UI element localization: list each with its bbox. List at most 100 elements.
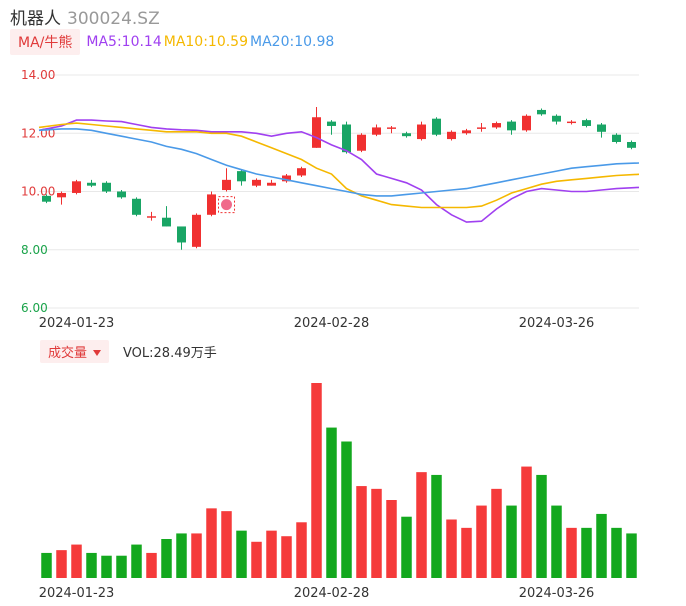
candle bbox=[222, 168, 231, 192]
candle bbox=[282, 174, 291, 183]
candle bbox=[492, 121, 501, 129]
volume-bar bbox=[281, 536, 292, 578]
volume-bar bbox=[191, 533, 202, 578]
volume-bars bbox=[41, 383, 637, 578]
candle bbox=[417, 121, 426, 141]
date-tick-label: 2024-01-23 bbox=[39, 586, 115, 601]
price-date-axis: 2024-01-23 2024-02-28 2024-03-26 bbox=[39, 316, 595, 331]
volume-legend: 成交量 VOL:28.49万手 bbox=[40, 339, 217, 363]
volume-bar bbox=[116, 555, 127, 578]
candle bbox=[297, 166, 306, 177]
volume-bar bbox=[71, 544, 82, 578]
candle bbox=[537, 108, 546, 116]
candle bbox=[627, 140, 636, 150]
volume-bar bbox=[221, 511, 232, 578]
volume-bar bbox=[596, 513, 607, 578]
volume-value: VOL:28.49万手 bbox=[123, 345, 217, 361]
date-tick-label: 2024-02-28 bbox=[294, 316, 370, 331]
volume-bar bbox=[611, 527, 622, 578]
candle bbox=[267, 179, 276, 186]
volume-bar bbox=[206, 508, 217, 578]
bull-marker bbox=[218, 196, 235, 214]
ma20-legend: MA20:10.98 bbox=[250, 34, 335, 50]
candle bbox=[102, 181, 111, 193]
volume-bar bbox=[581, 527, 592, 578]
marker-frame bbox=[218, 196, 235, 214]
date-tick-label: 2024-02-28 bbox=[294, 586, 370, 601]
volume-bar bbox=[146, 552, 157, 578]
volume-bar bbox=[446, 519, 457, 578]
volume-bar bbox=[176, 533, 187, 578]
candle bbox=[462, 128, 471, 135]
candle bbox=[567, 120, 576, 125]
candle bbox=[237, 169, 246, 186]
ma-lines bbox=[38, 119, 640, 223]
volume-bar bbox=[251, 541, 262, 578]
volume-bar bbox=[401, 516, 412, 578]
candles bbox=[42, 107, 636, 250]
candle bbox=[402, 131, 411, 138]
volume-bar bbox=[86, 552, 97, 578]
candle bbox=[522, 114, 531, 132]
candle bbox=[552, 114, 561, 125]
volume-date-axis: 2024-01-23 2024-02-28 2024-03-26 bbox=[39, 586, 595, 601]
ma5-line bbox=[38, 119, 640, 223]
ma10-legend: MA10:10.59 bbox=[163, 34, 249, 50]
stock-code: 300024.SZ bbox=[67, 9, 160, 29]
candle bbox=[57, 191, 66, 205]
volume-bar bbox=[341, 441, 352, 578]
volume-bar bbox=[536, 474, 547, 578]
candle bbox=[507, 120, 516, 135]
volume-bar bbox=[551, 505, 562, 578]
price-grid bbox=[39, 74, 639, 309]
candle bbox=[342, 121, 351, 154]
volume-bar bbox=[296, 522, 307, 578]
volume-bar bbox=[386, 500, 397, 578]
candle bbox=[87, 179, 96, 188]
ma5-legend: MA5:10.14 bbox=[86, 34, 162, 50]
volume-bar bbox=[161, 539, 172, 578]
volume-bar bbox=[476, 505, 487, 578]
volume-bar bbox=[131, 544, 142, 578]
candle bbox=[147, 211, 156, 221]
candle bbox=[162, 206, 171, 227]
candle bbox=[357, 133, 366, 153]
candle bbox=[177, 226, 186, 250]
volume-bar bbox=[461, 527, 472, 578]
ma20-line bbox=[38, 128, 640, 197]
candle bbox=[582, 118, 591, 128]
price-tick-label: 14.00 bbox=[21, 68, 55, 82]
volume-bar bbox=[566, 527, 577, 578]
volume-bar bbox=[236, 530, 247, 578]
candle bbox=[612, 133, 621, 144]
volume-bar bbox=[521, 466, 532, 578]
volume-bar bbox=[326, 427, 337, 578]
stock-name: 机器人 bbox=[10, 9, 61, 29]
ma10-line bbox=[38, 122, 640, 209]
volume-toggle-label: 成交量 bbox=[48, 345, 88, 361]
candle bbox=[432, 117, 441, 137]
candle bbox=[477, 123, 486, 132]
volume-bar bbox=[56, 550, 67, 578]
candle bbox=[132, 197, 141, 217]
ma-toggle-button[interactable]: MA/牛熊 bbox=[10, 29, 81, 55]
candle bbox=[252, 178, 261, 188]
volume-bar bbox=[266, 530, 277, 578]
candle bbox=[447, 130, 456, 141]
candle bbox=[387, 125, 396, 134]
volume-bar bbox=[431, 474, 442, 578]
volume-bar bbox=[101, 555, 112, 578]
volume-bar bbox=[356, 486, 367, 578]
volume-toggle-button[interactable]: 成交量 bbox=[40, 339, 110, 363]
candle bbox=[312, 107, 321, 148]
volume-bar bbox=[626, 533, 637, 578]
price-tick-label: 8.00 bbox=[21, 243, 48, 257]
candle bbox=[117, 190, 126, 199]
stock-title: 机器人 300024.SZ bbox=[10, 4, 160, 29]
candle bbox=[192, 213, 201, 249]
volume-bar bbox=[416, 472, 427, 578]
date-tick-label: 2024-03-26 bbox=[519, 586, 595, 601]
date-tick-label: 2024-01-23 bbox=[39, 316, 115, 331]
